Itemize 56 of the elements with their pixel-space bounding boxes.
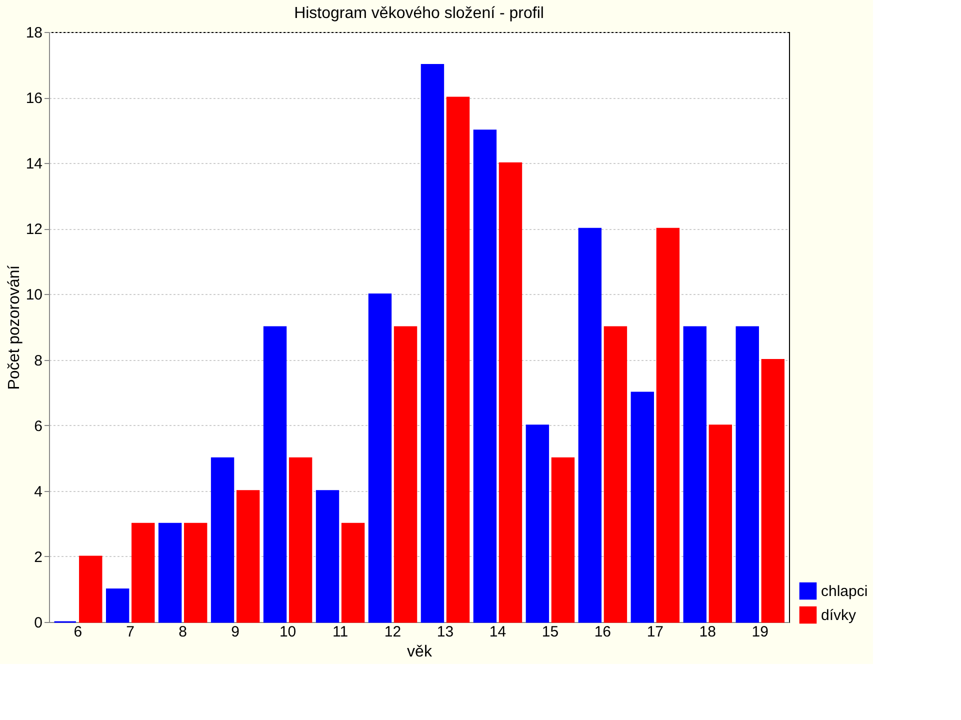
x-axis-title: věk <box>407 644 433 660</box>
bar <box>394 326 418 623</box>
y-tick-label: 18 <box>26 24 42 42</box>
bar <box>630 392 654 623</box>
legend-label: chlapci <box>821 583 868 600</box>
x-tick-label: 9 <box>231 624 240 640</box>
bar <box>551 457 575 623</box>
x-tick-label: 15 <box>542 624 559 640</box>
y-tick-label: 16 <box>26 90 42 108</box>
y-tick-label: 10 <box>26 286 42 304</box>
bar <box>341 522 365 623</box>
bar <box>316 490 340 623</box>
x-tick-label: 14 <box>489 624 506 640</box>
y-tick-label: 12 <box>26 221 42 238</box>
x-tick-label: 8 <box>178 624 187 640</box>
x-tick-label: 18 <box>699 624 716 640</box>
x-tick-label: 7 <box>126 624 135 640</box>
bar <box>420 64 444 623</box>
y-tick-label: 6 <box>34 418 42 435</box>
x-tick-label: 10 <box>279 624 296 640</box>
bar <box>683 326 706 623</box>
bar <box>708 424 732 623</box>
x-tick-label: 12 <box>384 624 402 640</box>
bar <box>473 130 497 623</box>
bar <box>578 228 602 623</box>
bar <box>498 162 522 623</box>
x-tick-label: 16 <box>594 624 612 640</box>
y-tick-label: 8 <box>34 352 42 370</box>
x-tick-label: 13 <box>436 624 454 640</box>
x-tick-label: 11 <box>332 624 348 640</box>
bar <box>526 424 550 623</box>
chart-title: Histogram věkového složení - profil <box>294 5 544 22</box>
y-tick-label: 4 <box>34 483 42 500</box>
bar <box>288 457 312 623</box>
bar <box>132 522 155 623</box>
bar <box>446 96 470 623</box>
x-tick-label: 6 <box>74 624 82 640</box>
y-tick-label: 2 <box>34 548 42 566</box>
bar <box>79 556 102 623</box>
bar <box>210 457 234 623</box>
bar <box>656 228 680 623</box>
bar <box>604 326 628 623</box>
x-tick-label: 19 <box>752 624 768 640</box>
y-tick-label: 14 <box>26 156 42 173</box>
bar <box>263 326 287 623</box>
bar <box>106 588 130 623</box>
bar <box>368 293 392 623</box>
bar <box>158 522 182 623</box>
y-axis-title: Počet pozorování <box>6 264 23 390</box>
x-tick-label: 17 <box>646 624 664 640</box>
bar <box>184 522 208 623</box>
bar <box>736 326 759 623</box>
bar <box>236 490 260 623</box>
bar <box>761 359 784 623</box>
legend-label: dívky <box>821 607 857 624</box>
y-tick-label: 0 <box>34 614 42 632</box>
